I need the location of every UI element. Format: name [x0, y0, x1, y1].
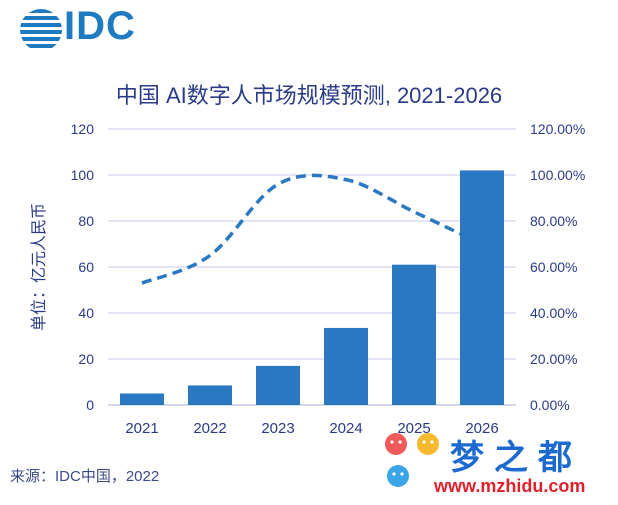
x-tick-label: 2021 — [125, 420, 158, 437]
y-axis-title: 单位：亿元人民币 — [29, 203, 48, 331]
bar — [392, 264, 436, 405]
logo-text: IDC — [64, 4, 136, 48]
watermark-title: 梦之都 — [450, 438, 582, 478]
bar — [120, 393, 164, 405]
y-tick-label: 40 — [78, 305, 94, 321]
bar — [324, 327, 368, 405]
y-tick-label: 0 — [86, 397, 94, 413]
y2-tick-label: 100.00% — [530, 167, 585, 183]
y-tick-label: 80 — [78, 213, 94, 229]
y2-tick-label: 60.00% — [530, 259, 577, 275]
x-tick-label: 2026 — [465, 420, 498, 437]
x-tick-label: 2024 — [329, 420, 362, 437]
y2-tick-label: 0.00% — [530, 397, 570, 413]
x-tick-label: 2023 — [261, 420, 294, 437]
x-tick-label: 2022 — [193, 420, 226, 437]
growth-rate-line — [141, 173, 483, 285]
bar — [188, 385, 232, 405]
y-tick-label: 120 — [71, 121, 95, 137]
watermark: 梦之都 www.mzhidu.com — [378, 430, 618, 500]
idc-logo — [20, 9, 62, 48]
bar — [256, 365, 300, 405]
watermark-emoji-icon — [385, 433, 439, 487]
bar — [460, 170, 504, 405]
y2-tick-label: 120.00% — [530, 121, 585, 137]
y2-tick-label: 40.00% — [530, 305, 577, 321]
y2-tick-label: 80.00% — [530, 213, 577, 229]
globe-icon — [20, 9, 62, 48]
y-tick-label: 60 — [78, 259, 94, 275]
chart-title: 中国 AI数字人市场规模预测, 2021-2026 — [115, 83, 503, 108]
y2-tick-label: 20.00% — [530, 351, 577, 367]
y-tick-label: 100 — [71, 167, 95, 183]
source-note: 来源：IDC中国，2022 — [10, 468, 160, 485]
watermark-url: www.mzhidu.com — [434, 476, 586, 496]
y-tick-label: 20 — [78, 351, 94, 367]
x-tick-label: 2025 — [397, 420, 430, 437]
